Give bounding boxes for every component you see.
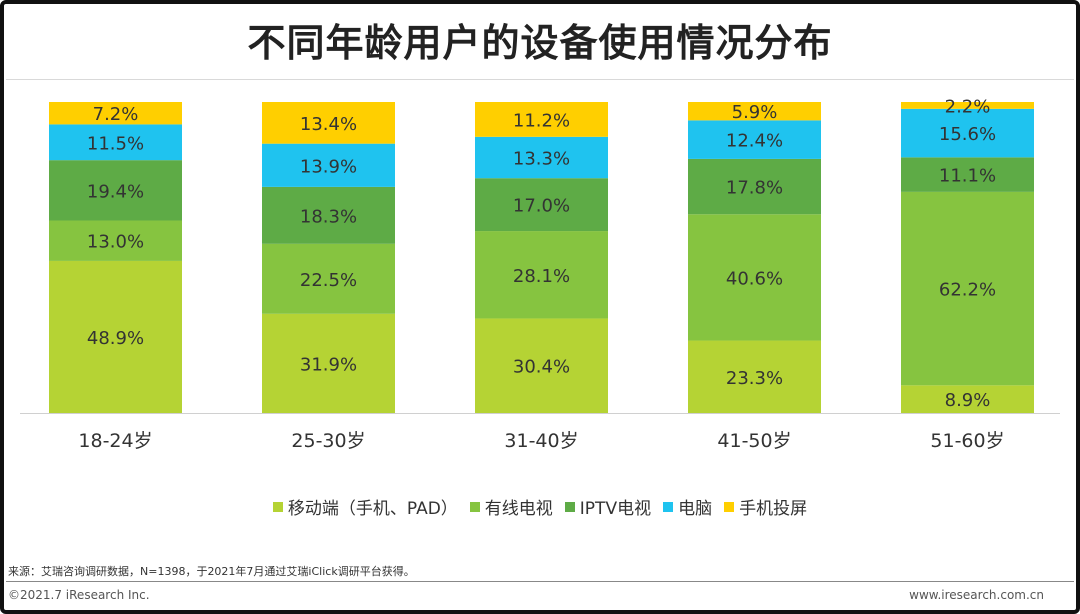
data-label: 12.4% — [726, 131, 783, 152]
data-label: 8.9% — [945, 390, 991, 411]
data-label: 62.2% — [939, 280, 996, 301]
bar-segment — [49, 220, 182, 261]
legend-swatch — [724, 501, 735, 512]
x-tick-label: 41-50岁 — [717, 430, 791, 452]
bar-segment — [688, 102, 821, 121]
legend-swatch — [272, 501, 283, 512]
bar-segment — [688, 120, 821, 159]
legend-label: IPTV电视 — [579, 499, 652, 519]
legend-label: 电脑 — [678, 499, 713, 519]
bar-segment — [475, 231, 608, 319]
legend-label: 手机投屏 — [739, 499, 808, 519]
source-note: 来源：艾瑞咨询调研数据，N=1398，于2021年7月通过艾瑞iClick调研平… — [8, 565, 415, 578]
title-divider — [6, 79, 1074, 80]
x-tick-label: 18-24岁 — [78, 430, 152, 452]
data-label: 23.3% — [726, 368, 783, 389]
legend-swatch — [663, 501, 674, 512]
bar-segment — [688, 340, 821, 413]
bar-segment — [901, 157, 1034, 192]
bar-segment — [49, 160, 182, 221]
legend-item: IPTV电视 — [564, 494, 652, 519]
stacked-bar-chart: 48.9% 13.0% 19.4% 11.5% 7.2% 18-24岁 31.9% 22.5%… — [20, 96, 1060, 452]
bar-segment — [901, 385, 1034, 413]
bar-segment — [901, 191, 1034, 386]
bar-segment — [901, 102, 1034, 109]
data-label: 11.5% — [87, 133, 144, 154]
data-label: 19.4% — [87, 181, 144, 202]
legend-swatch — [564, 501, 575, 512]
data-label: 22.5% — [300, 270, 357, 291]
data-label: 2.2% — [945, 96, 991, 117]
bar-segment — [262, 143, 395, 187]
bar-segment — [475, 178, 608, 232]
x-tick-label: 25-30岁 — [291, 430, 365, 452]
bar-segment — [49, 260, 182, 413]
data-label: 11.1% — [939, 166, 996, 187]
data-label: 13.4% — [300, 114, 357, 135]
legend-swatch — [469, 501, 480, 512]
bar-segment — [475, 318, 608, 413]
bar-segment — [262, 313, 395, 413]
data-label: 5.9% — [732, 102, 778, 123]
x-tick-label: 51-60岁 — [930, 430, 1004, 452]
data-label: 28.1% — [513, 266, 570, 287]
data-label: 13.9% — [300, 156, 357, 177]
data-label: 11.2% — [513, 110, 570, 131]
copyright-text: ©2021.7 iResearch Inc. — [8, 588, 150, 602]
legend-item: 手机投屏 — [724, 494, 807, 519]
bar-segment — [901, 108, 1034, 158]
legend-item: 有线电视 — [469, 494, 553, 519]
data-label: 30.4% — [513, 357, 570, 378]
data-label: 13.0% — [87, 232, 144, 253]
bar-segment — [262, 243, 395, 314]
bar-segment — [262, 102, 395, 144]
data-label: 40.6% — [726, 268, 783, 289]
bar-segment — [688, 214, 821, 341]
data-label: 15.6% — [939, 124, 996, 145]
data-label: 18.3% — [300, 206, 357, 227]
bar-segment — [475, 102, 608, 137]
website-link[interactable]: www.iresearch.com.cn — [909, 588, 1044, 602]
bar-segment — [262, 186, 395, 244]
x-tick-label: 31-40岁 — [504, 430, 578, 452]
legend-label: 移动端（手机、PAD） — [287, 499, 458, 519]
source-divider — [6, 581, 1074, 582]
data-label: 48.9% — [87, 328, 144, 349]
bar-segment — [475, 136, 608, 179]
data-label: 17.0% — [513, 196, 570, 217]
bar-segment — [688, 158, 821, 215]
data-label: 13.3% — [513, 149, 570, 170]
chart-title: 不同年龄用户的设备使用情况分布 — [247, 21, 833, 65]
data-label: 31.9% — [300, 354, 357, 375]
bar-segment — [49, 124, 182, 161]
data-label: 17.8% — [726, 178, 783, 199]
chart-legend: 移动端（手机、PAD） 有线电视 IPTV电视 电脑 手机投屏 — [0, 494, 1080, 519]
legend-item: 电脑 — [663, 494, 712, 519]
data-label: 7.2% — [93, 104, 139, 125]
legend-item: 移动端（手机、PAD） — [272, 494, 458, 519]
legend-label: 有线电视 — [484, 499, 553, 519]
bar-segment — [49, 102, 182, 125]
